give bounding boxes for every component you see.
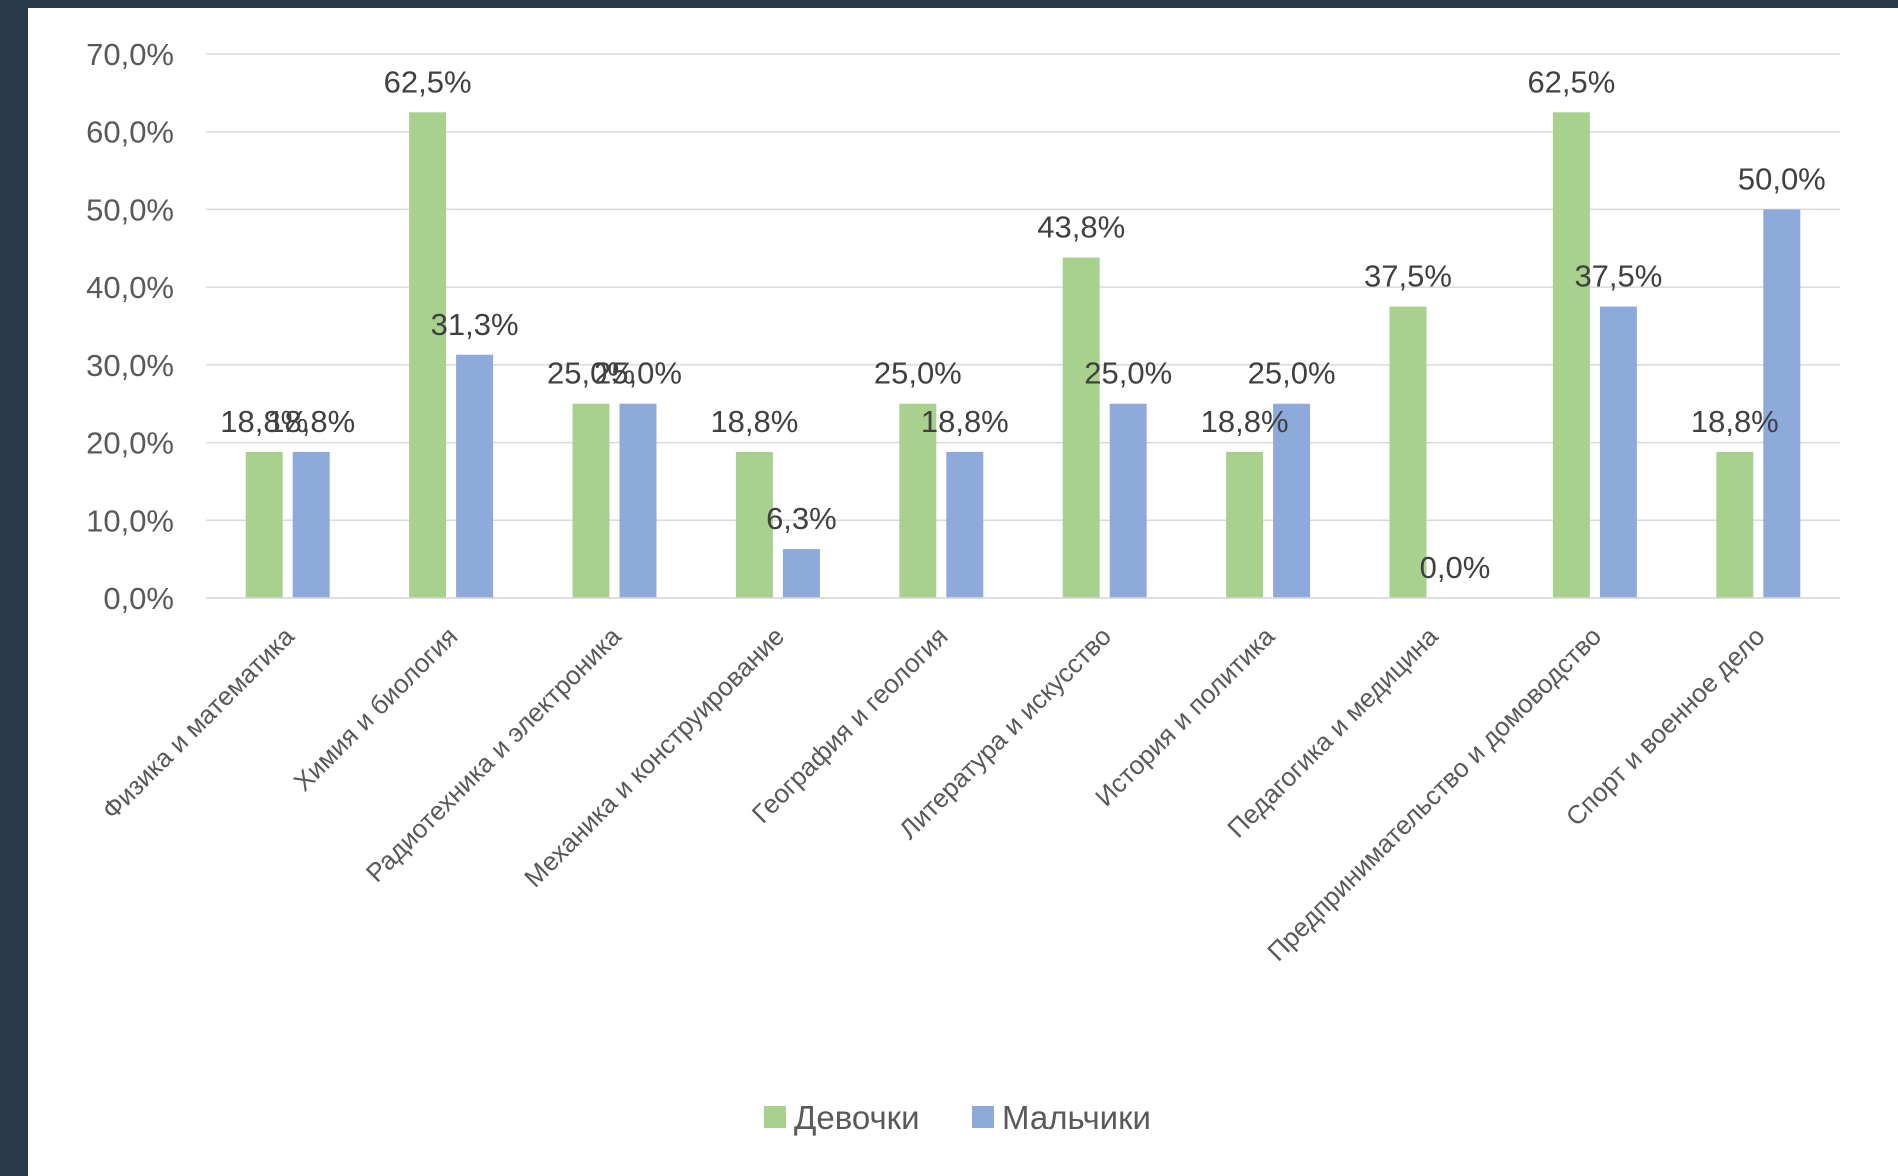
bar-boys (1273, 403, 1311, 598)
bar-boys (619, 403, 657, 598)
y-tick-label: 30,0% (86, 348, 174, 383)
bar-girls (1552, 112, 1590, 599)
x-category-label: История и политика (1089, 621, 1281, 813)
data-label: 50,0% (1738, 161, 1826, 196)
data-label: 18,8% (710, 404, 798, 439)
bars (245, 112, 1801, 599)
bar-boys (1599, 306, 1637, 598)
data-label: 18,8% (1691, 404, 1779, 439)
bar-boys (1763, 209, 1801, 598)
legend-label: Девочки (794, 1099, 920, 1136)
y-axis: 0,0% 10,0% 20,0% 30,0% 40,0% 50,0% 60,0% 70,0% (86, 37, 174, 616)
bar-girls (1716, 451, 1754, 598)
bar-girls (735, 451, 773, 598)
data-labels: 18,8%18,8%62,5%31,3%25,0%25,0%18,8%6,3%2… (220, 64, 1826, 585)
data-label: 25,0% (1248, 356, 1336, 391)
y-tick-label: 70,0% (86, 37, 174, 72)
data-label: 18,8% (267, 404, 355, 439)
bar-boys (946, 451, 984, 598)
data-label: 25,0% (547, 356, 635, 391)
y-tick-label: 50,0% (86, 192, 174, 227)
data-label: 37,5% (1574, 259, 1662, 294)
y-tick-label: 60,0% (86, 115, 174, 150)
data-label: 25,0% (1084, 356, 1172, 391)
data-label: 62,5% (1527, 64, 1615, 99)
data-label: 25,0% (874, 356, 962, 391)
x-category-label: Предпринимательство и домоводство (1261, 621, 1607, 967)
bar-girls (1389, 306, 1427, 598)
bar-girls (1062, 257, 1100, 598)
legend: Девочки Мальчики (764, 1099, 1151, 1136)
x-category-label: Радиотехника и электроника (360, 621, 627, 888)
chart-panel: 0,0% 10,0% 20,0% 30,0% 40,0% 50,0% 60,0% 70,0% … (28, 8, 1898, 1176)
bar-boys (292, 451, 330, 598)
data-label: 18,8% (921, 404, 1009, 439)
bar-girls (1226, 451, 1264, 598)
bar-girls (409, 112, 447, 599)
data-label: 18,8% (1201, 404, 1289, 439)
data-label: 18,8% (220, 404, 308, 439)
bar-girls (572, 403, 610, 598)
legend-label: Мальчики (1002, 1099, 1151, 1136)
data-label: 25,0% (594, 356, 682, 391)
legend-swatch (764, 1106, 786, 1128)
bar-chart: 0,0%10,0%20,0%30,0%40,0%50,0%60,0%70,0% … (86, 37, 1840, 1136)
bar-girls (899, 403, 937, 598)
legend-swatch (972, 1106, 994, 1128)
data-label: 0,0% (1420, 550, 1491, 585)
data-label: 31,3% (431, 307, 519, 342)
x-category-label: Физика и математика (96, 621, 300, 825)
y-tick-label: 40,0% (86, 270, 174, 305)
data-label: 37,5% (1364, 259, 1452, 294)
bar-girls (245, 451, 283, 598)
y-tick-label: 10,0% (86, 503, 174, 538)
data-label: 62,5% (384, 64, 472, 99)
bar-boys (1109, 403, 1147, 598)
x-category-label: Химия и биология (288, 621, 464, 797)
y-tick-label: 20,0% (86, 426, 174, 461)
y-tick-label: 0,0% (103, 581, 174, 616)
x-category-label: Механика и конструирование (518, 621, 790, 893)
data-label: 6,3% (766, 501, 837, 536)
bar-boys (456, 354, 494, 598)
bar-boys (782, 549, 820, 598)
data-label: 43,8% (1037, 210, 1125, 245)
